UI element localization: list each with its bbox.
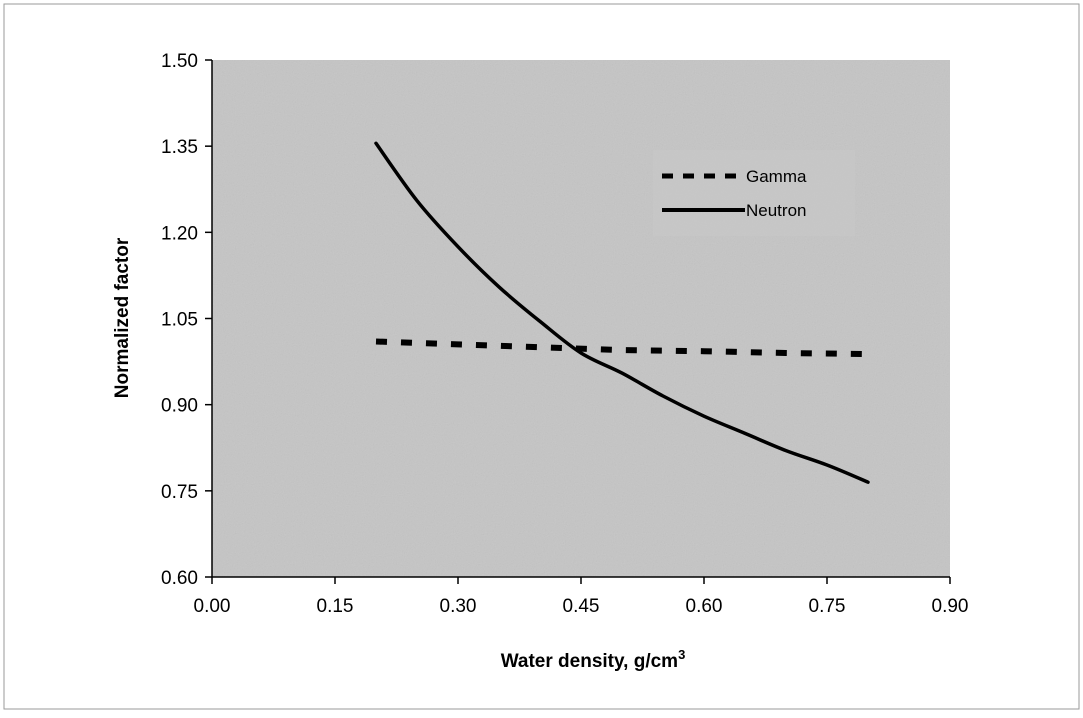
x-tick-label: 0.90 bbox=[932, 596, 969, 617]
series-line-gamma bbox=[375, 338, 869, 358]
legend-label-neutron: Neutron bbox=[746, 201, 806, 220]
y-tick-label: 0.90 bbox=[161, 396, 198, 417]
series-line-neutron bbox=[374, 141, 870, 484]
y-axis-ticks: 0.60 0.75 0.90 1.05 1.20 1.35 1.50 bbox=[161, 51, 212, 589]
y-tick-label: 1.35 bbox=[161, 137, 198, 158]
figure-border bbox=[3, 3, 1080, 710]
plot-area bbox=[212, 60, 950, 577]
y-tick-label: 0.75 bbox=[161, 482, 198, 503]
x-axis-title-text: Water density, g/cm bbox=[501, 651, 678, 672]
y-axis-title: Normalized factor bbox=[112, 237, 133, 398]
x-tick-label: 0.30 bbox=[440, 596, 477, 617]
legend-box bbox=[653, 150, 855, 236]
y-tick-label: 1.05 bbox=[161, 310, 198, 331]
x-axis-title: Water density, g/cm3 bbox=[501, 647, 686, 672]
legend-label-gamma: Gamma bbox=[746, 167, 807, 186]
x-axis-title-superscript: 3 bbox=[678, 647, 685, 662]
y-tick-label: 1.50 bbox=[161, 51, 198, 72]
x-axis-ticks: 0.00 0.15 0.30 0.45 0.60 0.75 0.90 bbox=[194, 577, 969, 617]
x-tick-label: 0.00 bbox=[194, 596, 231, 617]
x-tick-label: 0.75 bbox=[809, 596, 846, 617]
y-tick-label: 1.20 bbox=[161, 223, 198, 244]
legend: Gamma Neutron bbox=[653, 150, 855, 236]
x-tick-label: 0.15 bbox=[317, 596, 354, 617]
x-tick-label: 0.45 bbox=[563, 596, 600, 617]
y-tick-label: 0.60 bbox=[161, 568, 198, 589]
x-tick-label: 0.60 bbox=[686, 596, 723, 617]
series-layer bbox=[374, 141, 870, 484]
